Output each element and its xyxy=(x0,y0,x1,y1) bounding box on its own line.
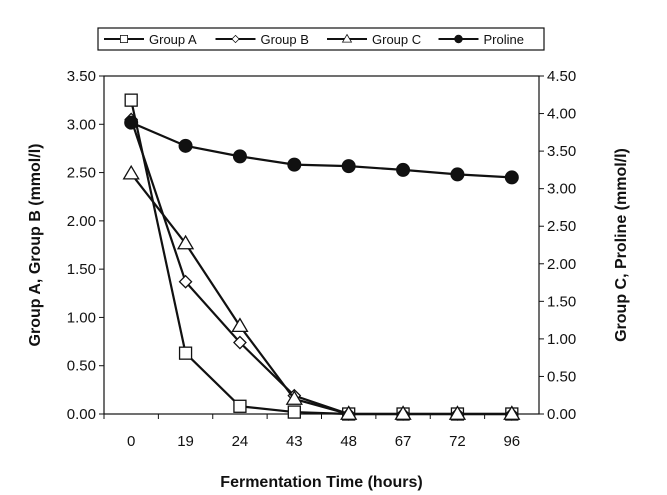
y-left-tick-label: 1.00 xyxy=(67,309,96,326)
y-right-tick-label: 3.50 xyxy=(547,143,576,160)
series-group xyxy=(122,93,521,421)
y-right-tick-label: 4.00 xyxy=(547,106,576,123)
y-right-tick-label: 3.00 xyxy=(547,181,576,198)
point-group-a xyxy=(178,346,193,360)
legend: Group A Group B Group C Proline xyxy=(97,27,545,51)
series-line-proline xyxy=(130,121,512,179)
legend-marker-group-a xyxy=(120,35,128,43)
point-group-c xyxy=(285,390,303,405)
x-tick-label: 43 xyxy=(286,433,303,450)
legend-label-group-a: Group A xyxy=(149,32,197,47)
series-line-group-c xyxy=(130,172,512,416)
x-tick-label: 19 xyxy=(177,433,194,450)
y-left-tick-label: 0.50 xyxy=(67,358,96,375)
x-tick-label: 0 xyxy=(127,433,135,450)
y-right-tick-label: 0.00 xyxy=(547,406,576,423)
x-axis-title: Fermentation Time (hours) xyxy=(220,474,422,491)
x-tick-label: 96 xyxy=(503,433,520,450)
y-right-tick-label: 1.50 xyxy=(547,293,576,310)
axes xyxy=(99,75,544,419)
y-right-tick-label: 0.50 xyxy=(547,368,576,385)
point-proline xyxy=(450,167,465,182)
y-right-tick-label: 1.00 xyxy=(547,331,576,348)
point-group-a xyxy=(287,405,301,419)
point-group-a xyxy=(233,399,247,413)
legend-marker-group-c xyxy=(341,33,353,43)
y-right-tick-label: 2.50 xyxy=(547,218,576,235)
point-group-a xyxy=(124,93,138,107)
legend-label-group-c: Group C xyxy=(372,32,421,47)
point-group-c xyxy=(340,405,358,420)
series-line-group-b xyxy=(130,119,512,416)
point-group-b xyxy=(178,274,193,289)
x-tick-label: 67 xyxy=(395,433,412,450)
legend-label-proline: Proline xyxy=(484,32,524,47)
point-proline xyxy=(396,162,411,177)
tick-labels: 0 19 24 43 48 67 72 96 0.00 0.50 1.00 1.50 2.00 2.50 3… xyxy=(67,68,576,450)
point-proline xyxy=(504,170,519,185)
point-proline xyxy=(232,149,247,164)
x-tick-label: 48 xyxy=(340,433,357,450)
y-left-tick-label: 3.50 xyxy=(67,68,96,85)
y-left-tick-label: 3.00 xyxy=(67,116,96,133)
point-proline xyxy=(341,159,356,174)
y-left-tick-label: 0.00 xyxy=(67,406,96,423)
y-left-tick-label: 1.50 xyxy=(67,261,96,278)
point-proline xyxy=(124,115,139,130)
legend-label-group-b: Group B xyxy=(261,32,309,47)
x-tick-label: 72 xyxy=(449,433,466,450)
point-group-b xyxy=(233,335,247,350)
point-group-c xyxy=(448,405,467,420)
y-right-tick-label: 4.50 xyxy=(547,68,576,85)
y-axis-left-title: Group A, Group B (mmol/l) xyxy=(27,144,44,347)
point-group-c xyxy=(122,164,140,180)
legend-box xyxy=(97,27,545,51)
point-group-c xyxy=(394,405,412,420)
point-group-c xyxy=(503,405,521,420)
legend-marker-group-b xyxy=(231,34,240,44)
y-left-tick-label: 2.00 xyxy=(67,213,96,230)
point-proline xyxy=(178,138,193,153)
y-right-tick-label: 2.00 xyxy=(547,256,576,273)
point-proline xyxy=(287,157,302,172)
y-left-tick-label: 2.50 xyxy=(67,165,96,182)
plot-frame xyxy=(103,75,540,415)
point-group-c xyxy=(176,234,195,250)
legend-marker-proline xyxy=(454,34,463,44)
x-tick-label: 24 xyxy=(232,433,249,450)
point-group-c xyxy=(231,317,249,333)
y-axis-right-title: Group C, Proline (mmol/l) xyxy=(613,148,630,342)
